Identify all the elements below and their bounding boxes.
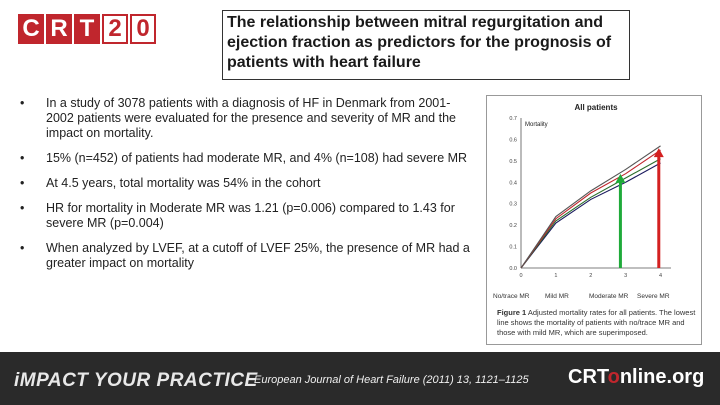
bullet-icon: • [20, 176, 25, 190]
bullet-icon: • [20, 201, 25, 215]
bullet-list: • In a study of 3078 patients with a diag… [18, 96, 473, 281]
series-line [520, 149, 661, 269]
bullet-item: • When analyzed by LVEF, at a cutoff of L… [18, 241, 473, 271]
legend-label: No/trace MR [493, 293, 530, 300]
footer-tagline: iMPACT YOUR PRACTICE [14, 370, 258, 391]
bullet-text: In a study of 3078 patients with a diagn… [46, 96, 456, 140]
x-tick-label: 0 [519, 273, 522, 279]
x-tick-label: 4 [659, 273, 662, 279]
crtonline-logo: CRTonline.org [568, 366, 704, 389]
figure-caption: Figure 1 Adjusted mortality rates for al… [497, 308, 697, 338]
y-tick-label: 0.1 [509, 245, 517, 251]
caption-text: Adjusted mortality rates for all patient… [497, 308, 696, 337]
y-tick-label: 0.6 [509, 137, 517, 143]
bullet-text: At 4.5 years, total mortality was 54% in… [46, 176, 321, 190]
x-tick-label: 2 [589, 273, 592, 279]
y-tick-label: 0.4 [509, 180, 517, 186]
bullet-item: • At 4.5 years, total mortality was 54% i… [18, 176, 473, 191]
crt20-logo: C R T 2 0 [18, 14, 156, 44]
bullet-icon: • [20, 241, 25, 255]
brand-main: CRT [568, 366, 608, 388]
series-line [520, 162, 661, 269]
chart-title: All patients [574, 103, 618, 112]
legend-label: Severe MR [637, 293, 670, 300]
y-tick-label: 0.5 [509, 159, 517, 165]
bullet-item: • 15% (n=452) of patients had moderate MR… [18, 151, 473, 166]
brand-rest: nline.org [619, 366, 705, 388]
legend-label: Mild MR [545, 293, 569, 300]
bullet-text: 15% (n=452) of patients had moderate MR,… [46, 151, 468, 165]
footer-bar: iMPACT YOUR PRACTICE European Journal of… [0, 352, 720, 405]
arrow-head [653, 148, 664, 158]
bullet-item: • HR for mortality in Moderate MR was 1.2… [18, 201, 473, 231]
logo-letter: T [74, 14, 100, 44]
y-tick-label: 0.7 [509, 116, 517, 122]
bullet-text: HR for mortality in Moderate MR was 1.21… [46, 201, 455, 230]
y-tick-label: 0.0 [509, 266, 517, 272]
bullet-item: • In a study of 3078 patients with a diag… [18, 96, 473, 141]
x-tick-label: 1 [554, 273, 557, 279]
footer-citation: European Journal of Heart Failure (2011)… [254, 374, 529, 386]
logo-letter: 0 [130, 14, 156, 44]
mortality-chart: All patients Mortality 0.0 0.1 0.2 0.3 0.4 0.5 0… [493, 103, 671, 300]
bullet-text: When analyzed by LVEF, at a cutoff of LV… [46, 241, 470, 270]
figure-panel: All patients Mortality 0.0 0.1 0.2 0.3 0.4 0.5 0… [486, 95, 702, 345]
y-tick-label: 0.2 [509, 223, 517, 229]
slide-title: The relationship between mitral regurgit… [222, 10, 630, 80]
caption-label: Figure 1 [497, 308, 527, 317]
logo-letter: C [18, 14, 44, 44]
logo-letter: R [46, 14, 72, 44]
bullet-icon: • [20, 151, 25, 165]
legend-label: Moderate MR [589, 293, 629, 300]
series-line [520, 158, 661, 269]
brand-accent: o [607, 366, 620, 388]
logo-letter: 2 [102, 14, 128, 44]
y-axis-label: Mortality [525, 122, 548, 128]
x-tick-label: 3 [624, 273, 627, 279]
y-tick-label: 0.3 [509, 202, 517, 208]
arrow-head [615, 173, 626, 183]
bullet-icon: • [20, 96, 25, 110]
series-line [520, 145, 661, 269]
